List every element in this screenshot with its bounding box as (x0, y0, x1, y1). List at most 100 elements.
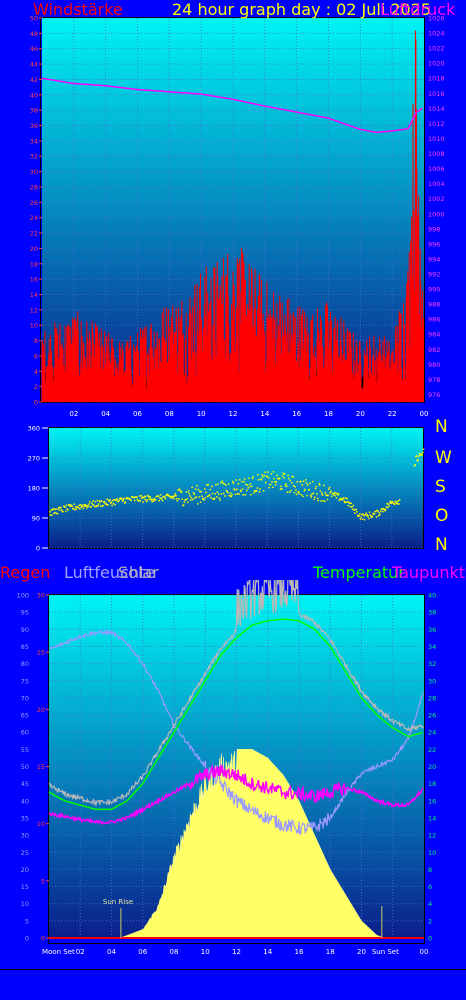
chart-title: 24 hour graph day : 02 Juli 2025 (172, 0, 432, 19)
humidity-tick-label: 55 (21, 746, 29, 754)
x-tick-label: 20 (357, 948, 366, 956)
wind-direction-point (387, 506, 389, 509)
bottom-divider (0, 969, 466, 970)
wind-direction-point (86, 507, 88, 509)
x-tick-label: 08 (170, 948, 179, 956)
wind-direction-point (382, 510, 384, 513)
wind-direction-point (302, 495, 304, 498)
wind-direction-point (280, 485, 282, 488)
temperature-secondary-series (48, 580, 424, 807)
wind-direction-point (178, 488, 181, 490)
wind-tick-label: 10 (30, 322, 38, 330)
wind-direction-point (218, 493, 220, 495)
direction-tick-label: 270 (28, 455, 40, 463)
temperature-tick-label: 10 (428, 849, 436, 857)
wind-direction-point (239, 489, 242, 491)
wind-direction-point (91, 503, 94, 506)
wind-direction-point (316, 497, 319, 500)
temperature-tick-label: 36 (428, 626, 436, 634)
wind-direction-point (250, 493, 252, 496)
wind-direction-point (421, 454, 423, 456)
wind-direction-point (198, 496, 200, 498)
wind-direction-point (109, 499, 111, 501)
wind-tick-label: 2 (34, 383, 38, 391)
wind-direction-point (70, 503, 72, 506)
wind-direction-point (265, 481, 267, 484)
pressure-tick-label: 1026 (428, 15, 445, 23)
wind-direction-point (77, 507, 80, 509)
x-tick-label: 18 (324, 410, 333, 418)
wind-direction-point (356, 514, 359, 517)
pressure-tick-label: 1004 (428, 180, 445, 188)
wind-direction-point (116, 498, 118, 500)
wind-direction-point (386, 502, 388, 505)
wind-direction-point (103, 500, 106, 503)
wind-direction-point (246, 484, 249, 486)
wind-direction-point (211, 485, 213, 488)
wind-direction-point (78, 504, 80, 506)
wind-direction-point (123, 497, 125, 500)
wind-direction-point (106, 498, 108, 500)
wind-direction-point (240, 490, 242, 493)
rain-tick-label: 5 (41, 877, 45, 885)
wind-direction-point (220, 481, 222, 484)
wind-direction-point (420, 454, 422, 456)
wind-direction-point (54, 511, 57, 514)
wind-direction-point (344, 497, 347, 499)
wind-direction-point (360, 516, 362, 518)
wind-direction-point (348, 501, 350, 504)
wind-direction-point (377, 510, 379, 513)
wind-direction-point (416, 460, 418, 462)
wind-direction-point (145, 500, 148, 503)
wind-direction-point (117, 500, 120, 502)
wind-direction-point (337, 493, 340, 495)
wind-tick-label: 28 (30, 183, 38, 191)
wind-direction-point (201, 495, 203, 497)
wind-direction-point (105, 504, 108, 506)
wind-direction-point (375, 510, 377, 513)
wind-tick-label: 46 (30, 45, 38, 53)
wind-direction-point (88, 503, 90, 505)
wind-direction-point (298, 492, 301, 495)
wind-direction-point (138, 495, 141, 497)
wind-direction-point (376, 509, 378, 512)
wind-direction-point (234, 493, 237, 496)
wind-direction-point (225, 484, 227, 486)
wind-direction-point (281, 475, 284, 477)
wind-direction-point (284, 484, 287, 487)
wind-direction-point (65, 504, 68, 507)
humidity-tick-label: 30 (21, 832, 29, 840)
wind-direction-point (396, 503, 399, 505)
wind-direction-point (359, 518, 362, 520)
wind-pressure-chart: 0246810121416182022242628303234363840424… (30, 15, 445, 419)
wind-direction-point (415, 456, 417, 458)
pressure-series (41, 77, 423, 134)
wind-direction-point (205, 491, 207, 494)
wind-direction-point (85, 505, 87, 507)
wind-direction-point (229, 492, 232, 494)
wind-direction-point (261, 474, 263, 476)
wind-direction-point (145, 495, 147, 497)
humidity-tick-label: 40 (21, 797, 29, 805)
wind-direction-point (84, 505, 86, 507)
wind-direction-point (380, 510, 382, 512)
wind-direction-point (177, 489, 179, 491)
wind-direction-point (333, 491, 336, 494)
temperature-tick-label: 40 (428, 592, 436, 600)
wind-direction-point (168, 495, 171, 497)
wind-direction-point (220, 493, 223, 495)
wind-direction-point (164, 496, 166, 498)
wind-direction-point (244, 494, 247, 496)
direction-tick-label: 0 (36, 545, 40, 553)
wind-direction-point (196, 484, 198, 487)
wind-direction-point (259, 488, 261, 490)
wind-tick-label: 24 (30, 214, 38, 222)
wind-direction-point (133, 496, 135, 499)
wind-direction-point (268, 486, 270, 489)
wind-direction-point (98, 500, 101, 502)
wind-tick-label: 34 (30, 137, 38, 145)
wind-direction-point (282, 472, 284, 475)
wind-direction-point (336, 492, 338, 495)
x-tick-label: 10 (197, 410, 206, 418)
wind-direction-point (175, 497, 178, 500)
